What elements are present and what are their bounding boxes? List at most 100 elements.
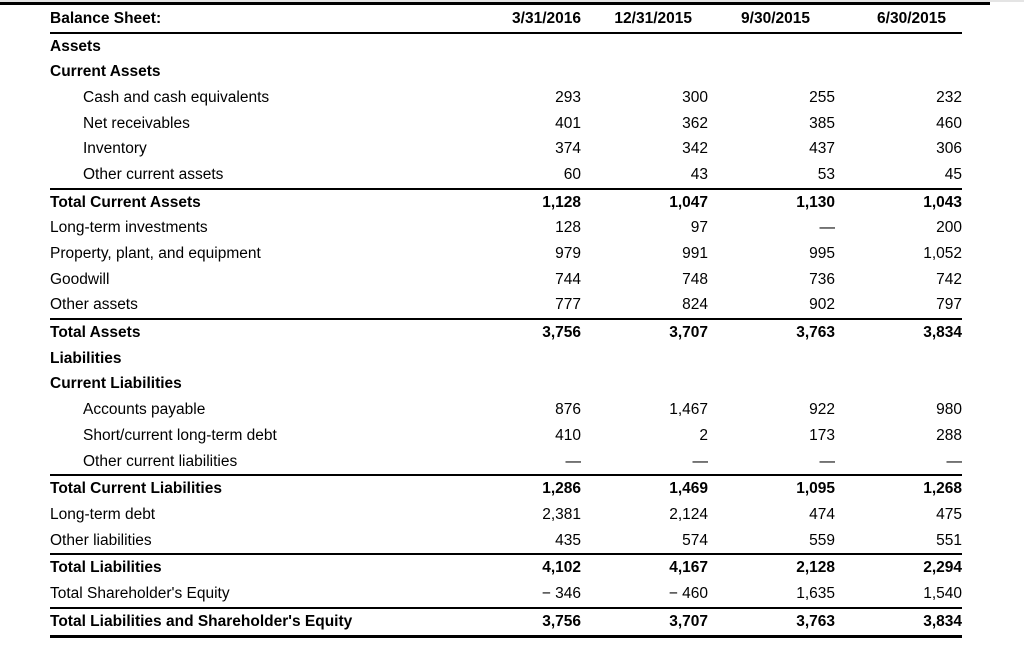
row-label: Current Liabilities [50, 375, 182, 393]
row-value: − 346 [541, 584, 581, 602]
row-label: Goodwill [50, 270, 110, 288]
row-value: 173 [809, 426, 835, 444]
row-value: 902 [809, 296, 835, 314]
row-value: 2,124 [669, 505, 708, 523]
row-value [708, 59, 835, 85]
row-value: 3,756 [454, 606, 581, 638]
row-value [835, 59, 962, 85]
row-value: 232 [936, 88, 962, 106]
table-row: Other liabilities 435 574 559 551 [50, 528, 962, 555]
row-value: 1,286 [454, 474, 581, 503]
row-value: 255 [809, 88, 835, 106]
row-label: Cash and cash equivalents [83, 88, 270, 106]
row-value: 744 [555, 270, 581, 288]
row-value: 3,763 [708, 318, 835, 346]
row-value: 1,540 [923, 584, 962, 602]
row-value: — [692, 452, 709, 470]
row-label: Total Current Assets [50, 187, 454, 216]
row-value: 401 [555, 114, 581, 132]
row-value: 1,052 [923, 245, 962, 263]
table-row: Liabilities [50, 346, 962, 372]
row-value: 2,381 [542, 505, 581, 523]
row-label: Total Liabilities [50, 553, 454, 582]
row-value: 362 [682, 114, 708, 132]
row-value: 60 [563, 165, 581, 183]
table-row: Other assets 777 824 902 797 [50, 293, 962, 320]
row-label: Long-term investments [50, 219, 208, 237]
row-value: 1,635 [796, 584, 835, 602]
row-value: 2,294 [835, 553, 962, 582]
row-value: 1,130 [708, 187, 835, 216]
row-value: 824 [682, 296, 708, 314]
column-header-date-2: 12/31/2015 [581, 6, 708, 34]
row-value: 742 [936, 270, 962, 288]
row-value: 3,707 [581, 318, 708, 346]
row-value: 3,834 [835, 606, 962, 638]
row-value: 4,102 [454, 553, 581, 582]
row-label: Liabilities [50, 349, 122, 367]
row-value: 200 [936, 219, 962, 237]
row-label: Total Liabilities and Shareholder's Equi… [50, 606, 454, 638]
table-row: Total Assets 3,756 3,707 3,763 3,834 [50, 318, 962, 346]
row-value: 777 [555, 296, 581, 314]
row-value: 1,047 [581, 187, 708, 216]
row-value: 3,763 [708, 606, 835, 638]
row-value: 4,167 [581, 553, 708, 582]
row-label: Net receivables [83, 114, 190, 132]
row-value: 995 [809, 245, 835, 263]
table-row: Total Current Assets 1,128 1,047 1,130 1… [50, 187, 962, 216]
row-value: 876 [555, 401, 581, 419]
table-row: Total Liabilities and Shareholder's Equi… [50, 606, 962, 638]
row-value: 1,467 [669, 401, 708, 419]
row-value: — [819, 219, 836, 237]
row-value: 3,707 [581, 606, 708, 638]
window-top-edge [0, 0, 1024, 2]
row-value [581, 346, 708, 372]
row-value: 551 [936, 531, 962, 549]
row-value: 3,834 [835, 318, 962, 346]
row-value: 475 [936, 505, 962, 523]
row-value: 300 [682, 88, 708, 106]
table-title: Balance Sheet: [50, 6, 454, 34]
table-row: Property, plant, and equipment 979 991 9… [50, 241, 962, 267]
row-value [454, 346, 581, 372]
table-row: Current Assets [50, 59, 962, 85]
row-value: — [819, 452, 836, 470]
row-value: 1,043 [835, 187, 962, 216]
row-value [708, 372, 835, 398]
row-value [581, 59, 708, 85]
row-value: — [565, 452, 582, 470]
row-label: Other current liabilities [83, 452, 238, 470]
row-value: 574 [682, 531, 708, 549]
row-value: 410 [555, 426, 581, 444]
row-value: 1,128 [454, 187, 581, 216]
row-value: 306 [936, 140, 962, 158]
row-value: 53 [817, 165, 835, 183]
row-label: Current Assets [50, 63, 161, 81]
row-value: 3,756 [454, 318, 581, 346]
row-value: 474 [809, 505, 835, 523]
row-value: 43 [690, 165, 708, 183]
table-row: Long-term debt 2,381 2,124 474 475 [50, 502, 962, 528]
row-label: Other liabilities [50, 531, 152, 549]
row-value: — [946, 452, 963, 470]
table-row: Total Liabilities 4,102 4,167 2,128 2,29… [50, 553, 962, 582]
row-value: 45 [944, 165, 962, 183]
balance-sheet-table: Balance Sheet: 3/31/2016 12/31/2015 9/30… [50, 6, 962, 638]
row-value [581, 33, 708, 60]
row-value: 797 [936, 296, 962, 314]
row-value [835, 372, 962, 398]
row-value: 922 [809, 401, 835, 419]
row-value: 460 [936, 114, 962, 132]
table-row: Cash and cash equivalents 293 300 255 23… [50, 85, 962, 111]
row-value: 991 [682, 245, 708, 263]
table-row: Other current liabilities — — — — [50, 449, 962, 476]
row-value: 748 [682, 270, 708, 288]
row-label: Assets [50, 37, 101, 55]
table-row: Assets [50, 33, 962, 60]
row-value: 288 [936, 426, 962, 444]
table-top-rule [0, 2, 990, 5]
balance-sheet-body: Assets Current Assets Cash and cash equi… [50, 33, 962, 638]
header-row: Balance Sheet: 3/31/2016 12/31/2015 9/30… [50, 6, 962, 34]
table-row: Total Shareholder's Equity − 346 − 460 1… [50, 581, 962, 608]
